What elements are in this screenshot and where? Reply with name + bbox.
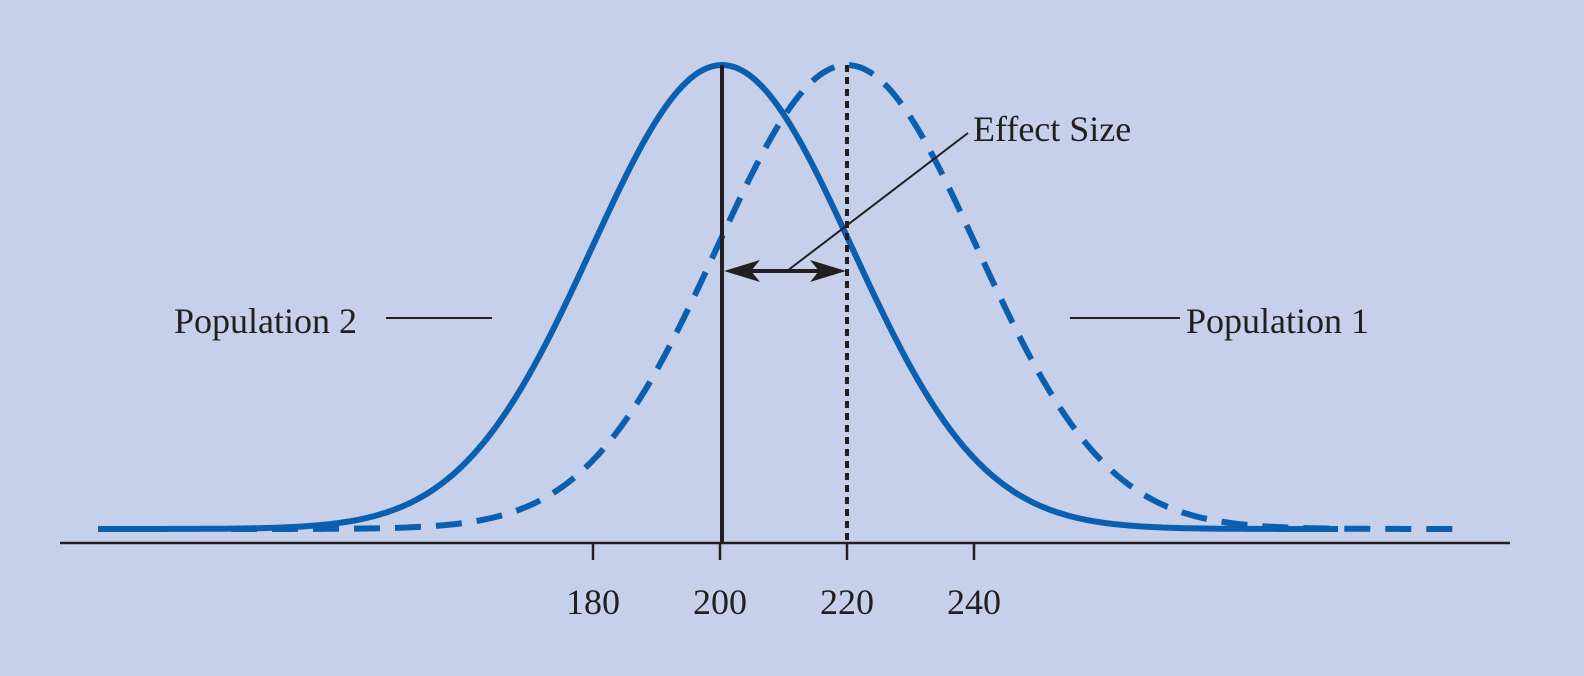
- population-1-curve: [231, 61, 1463, 532]
- effect-size-label: Effect Size: [973, 109, 1131, 149]
- effect-size-leader: [786, 132, 969, 272]
- effect-size-arrowhead-left: [724, 260, 760, 282]
- tick-label-240: 240: [947, 582, 1001, 622]
- tick-label-180: 180: [566, 582, 620, 622]
- population-2-label: Population 2: [174, 301, 357, 341]
- tick-label-220: 220: [820, 582, 874, 622]
- population-1-label: Population 1: [1186, 301, 1369, 341]
- tick-label-200: 200: [693, 582, 747, 622]
- population-2-curve: [98, 61, 1338, 532]
- effect-size-arrowhead-right: [810, 260, 846, 282]
